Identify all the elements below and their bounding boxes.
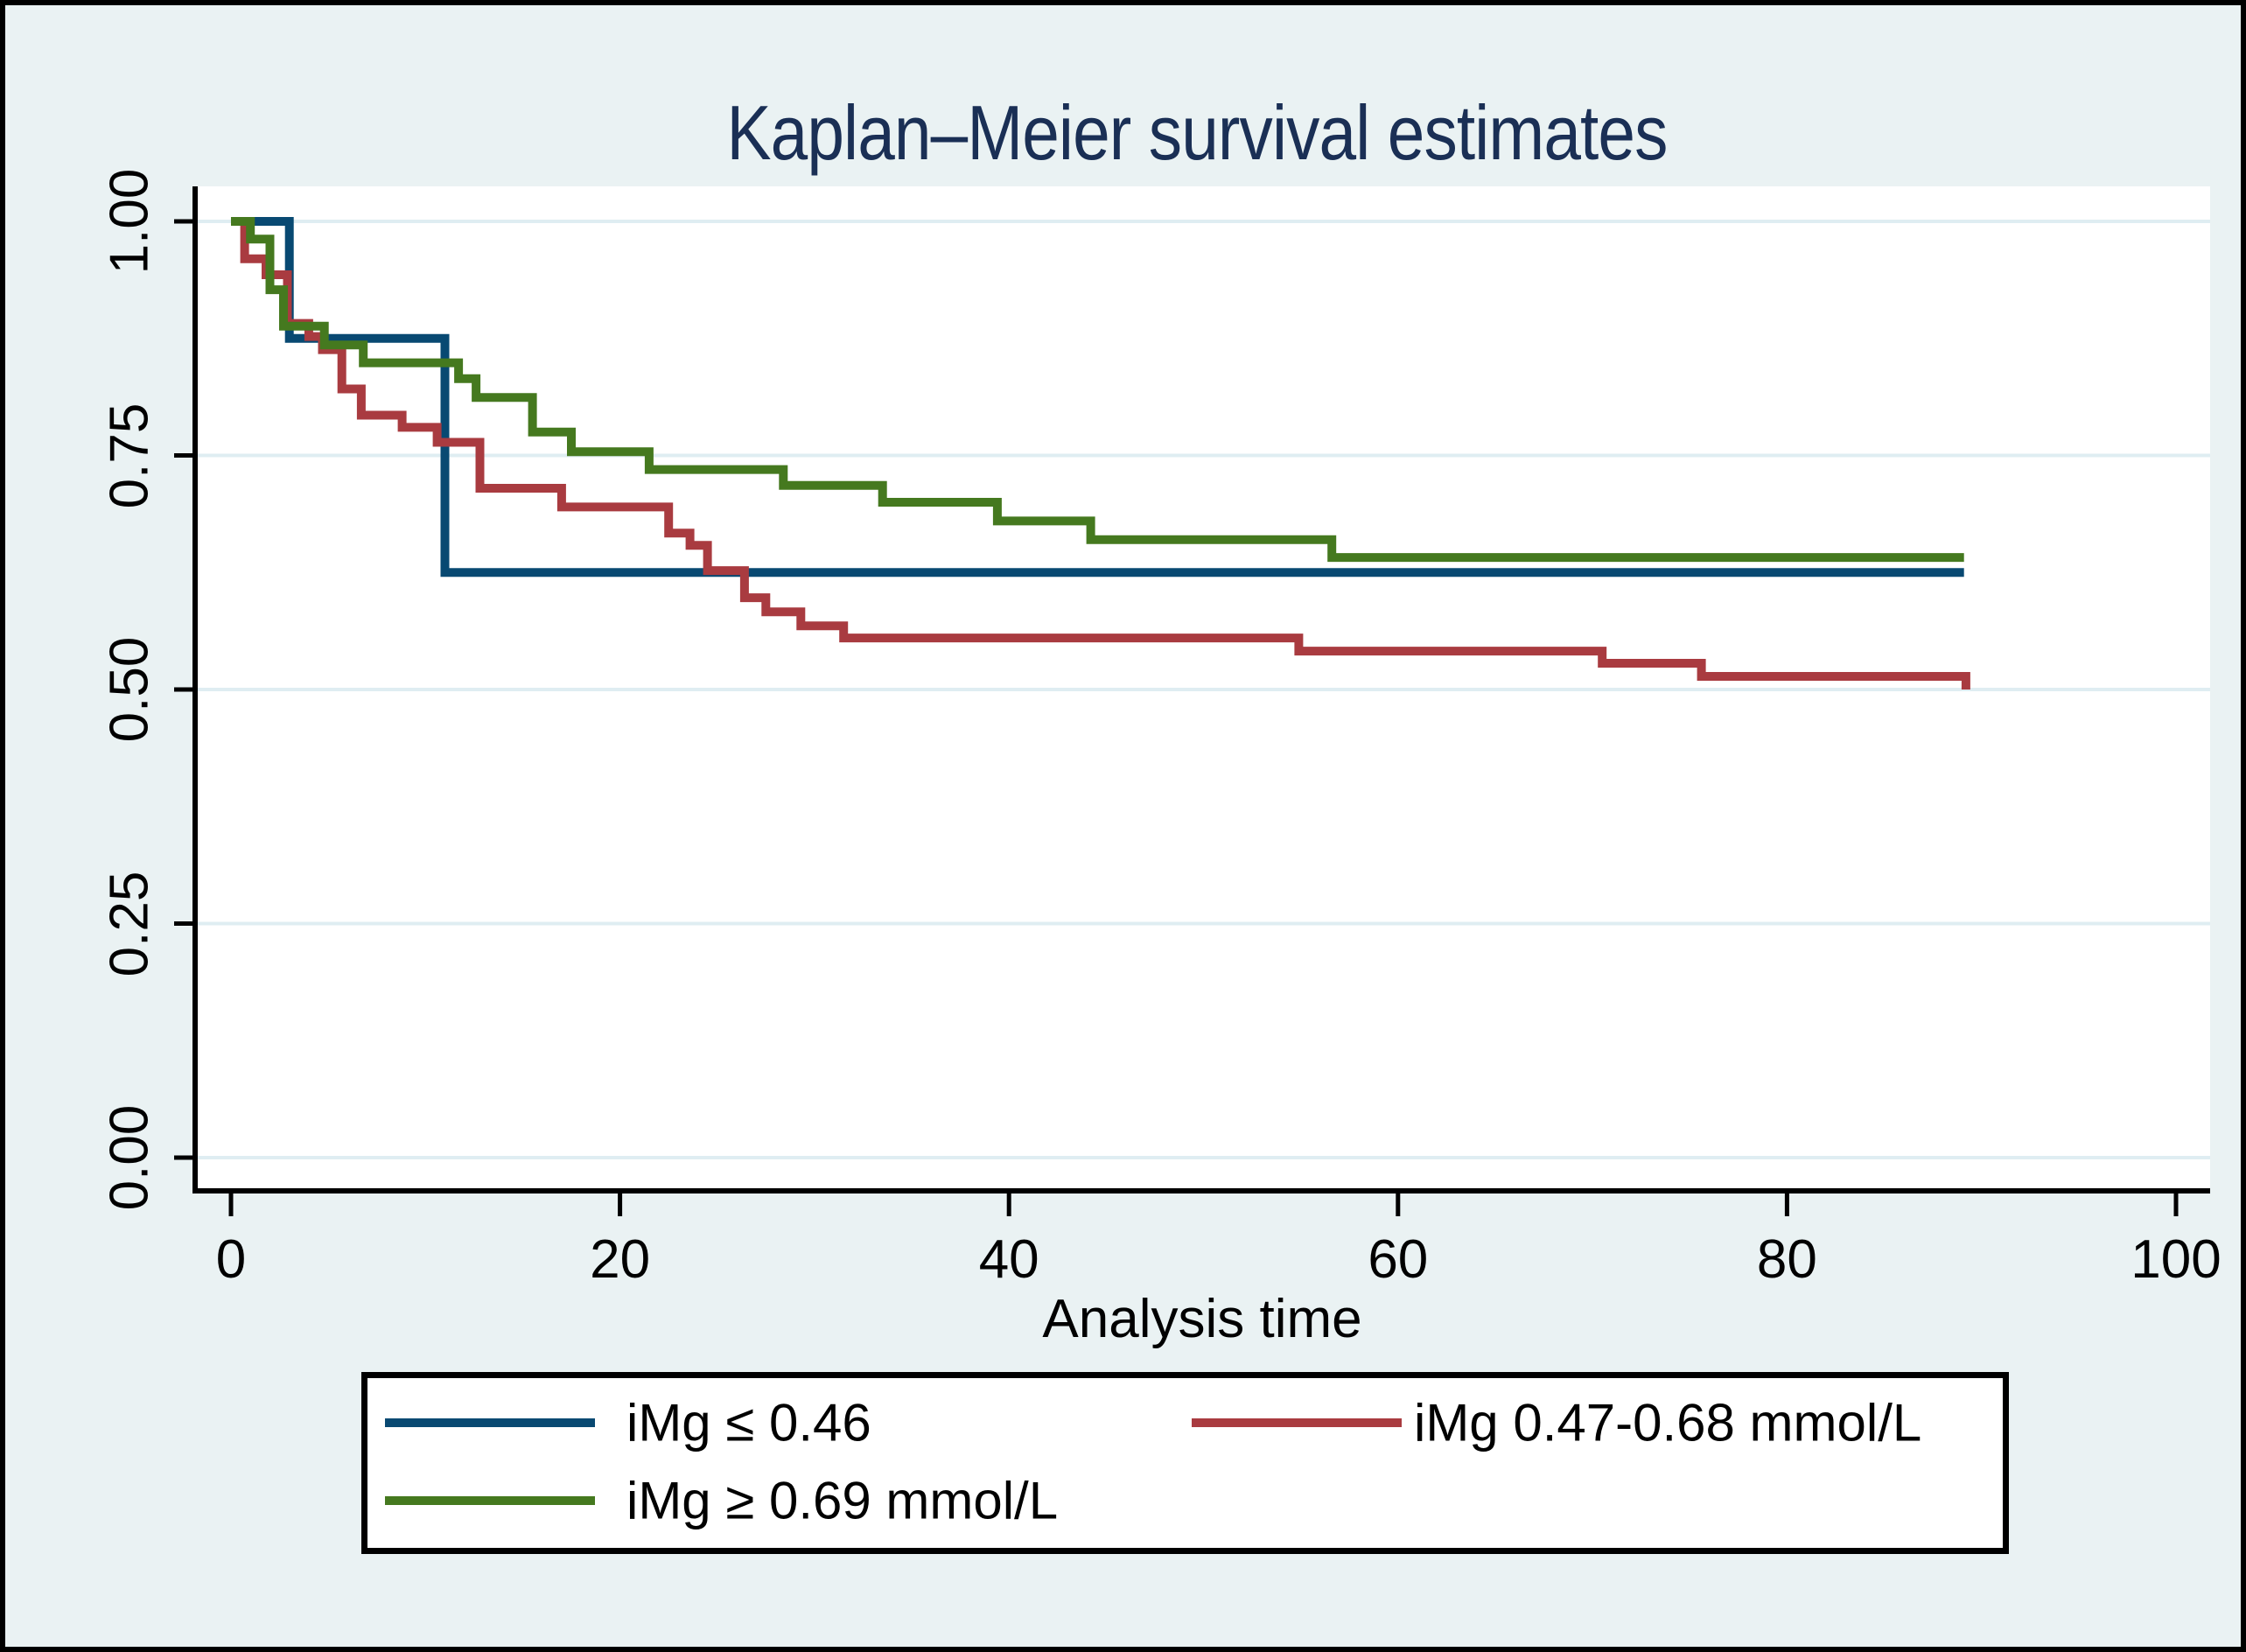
x-axis-title: Analysis time bbox=[1042, 1289, 1362, 1349]
survival-curve-2 bbox=[231, 217, 1964, 563]
legend-label-img-ge-069: iMg ≥ 0.69 mmol/L bbox=[626, 1471, 1059, 1530]
survival-curve-0 bbox=[231, 217, 1964, 578]
legend-swatch-img-ge-069 bbox=[385, 1496, 595, 1505]
chart-title: Kaplan–Meier survival estimates bbox=[726, 89, 1668, 176]
legend-label-img-047-068: iMg 0.47-0.68 mmol/L bbox=[1414, 1393, 1922, 1452]
legend: iMg ≤ 0.46 iMg 0.47-0.68 mmol/L iMg ≥ 0.… bbox=[361, 1372, 2009, 1554]
legend-swatch-img-047-068 bbox=[1192, 1418, 1402, 1427]
legend-label-img-le-046: iMg ≤ 0.46 bbox=[626, 1393, 871, 1452]
plot-area bbox=[174, 186, 2210, 1216]
legend-swatch-img-le-046 bbox=[385, 1418, 595, 1427]
